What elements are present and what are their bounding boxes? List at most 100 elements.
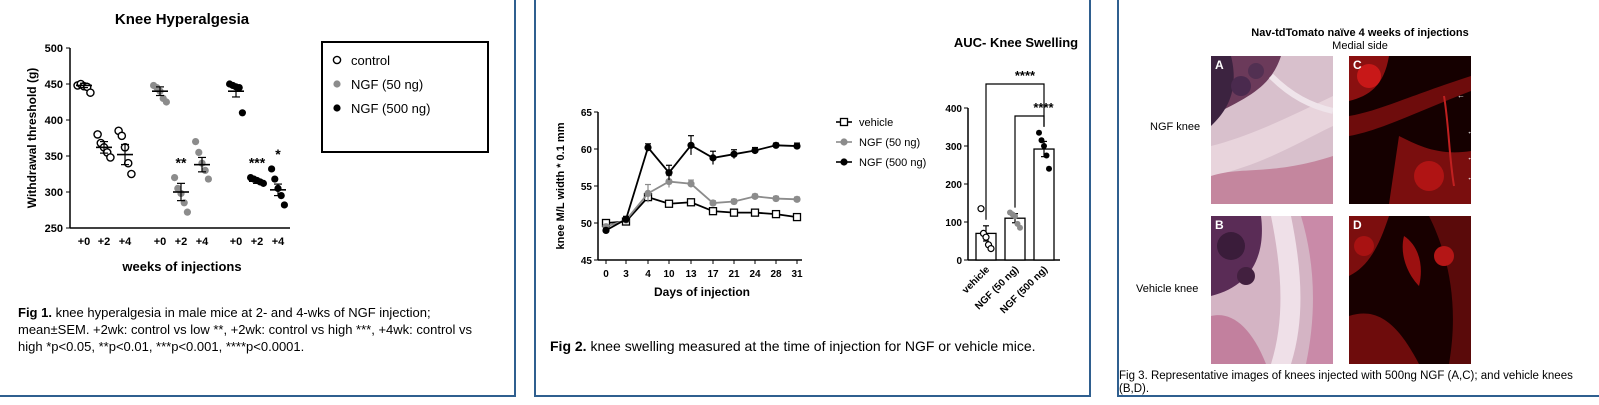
row-label-vehicle: Vehicle knee (1136, 283, 1199, 295)
data-point (192, 138, 200, 146)
x-tick-label: 24 (749, 269, 761, 280)
data-point (204, 175, 212, 183)
swelling-chart: 45 50 55 60 65 knee M/L width * 0.1 mm 0 3 4 10 13… (555, 35, 1078, 316)
data-point (709, 154, 717, 162)
micrograph-d: D (1349, 216, 1471, 364)
data-point (664, 199, 674, 208)
legend-label: NGF (50 ng) (351, 77, 423, 92)
x-axis-label: weeks of injections (121, 259, 241, 274)
significance-marker: **** (1015, 68, 1036, 83)
y-tick-label: 55 (581, 182, 593, 193)
data-point (644, 143, 652, 152)
fig3-title: Nav-tdTomato naïve 4 weeks of injections (1251, 27, 1469, 39)
y-tick-label: 50 (581, 219, 593, 230)
x-tick-label: +4 (196, 236, 209, 248)
panel-letter-d: D (1353, 218, 1362, 232)
y-tick-label: 500 (45, 43, 63, 55)
legend-marker (333, 104, 341, 112)
he-stain-image (1211, 216, 1333, 364)
significance-marker: ** (176, 155, 187, 171)
legend-label: vehicle (859, 117, 893, 129)
data-point (1038, 137, 1045, 144)
y-tick-label: 65 (581, 108, 593, 119)
data-point (171, 174, 179, 182)
data-point (687, 141, 695, 149)
micrograph-b: B (1211, 216, 1333, 364)
legend-marker (332, 55, 342, 65)
significance-marker: *** (249, 155, 266, 171)
legend-marker (333, 80, 341, 88)
chart-title: AUC- Knee Swelling (954, 35, 1078, 50)
x-tick-label: +4 (272, 236, 285, 248)
legend-label: control (351, 53, 390, 68)
y-tick-label: 400 (45, 115, 63, 127)
data-point (280, 201, 288, 209)
y-tick-label: 60 (581, 145, 593, 156)
data-point (730, 197, 738, 206)
x-tick-label: +0 (78, 236, 91, 248)
data-point (238, 109, 246, 117)
y-tick-label: 45 (581, 256, 593, 267)
series-line (605, 180, 798, 228)
data-point (1017, 224, 1023, 231)
x-tick-label: 31 (791, 269, 803, 280)
y-axis-label: Withdrawal threshold (g) (25, 68, 39, 209)
data-point (686, 198, 696, 207)
panel-letter-a: A (1215, 58, 1224, 72)
data-point (977, 205, 985, 213)
significance-marker: **** (1033, 100, 1054, 115)
fig3-caption: Fig 3. Representative images of knees in… (1119, 370, 1573, 395)
y-tick-label: 300 (945, 142, 962, 153)
legend-marker (839, 117, 849, 127)
x-tick-label: 4 (645, 269, 651, 280)
data-point (771, 209, 781, 219)
fig2-caption-label: Fig 2. (550, 338, 587, 354)
chart-title: Knee Hyperalgesia (115, 11, 250, 28)
fig1-panel: Knee Hyperalgesia 250 300 350 400 450 500 Withd… (0, 0, 516, 397)
he-stain-image (1211, 56, 1333, 204)
data-point (93, 130, 102, 139)
data-point (1036, 129, 1042, 136)
data-point (271, 175, 279, 183)
legend-marker (840, 138, 848, 146)
x-tick-label: 21 (728, 269, 740, 280)
data-point (751, 146, 759, 155)
y-axis-label: knee M/L width * 0.1 mm (555, 122, 567, 249)
fig2-caption: Fig 2. knee swelling measured at the tim… (550, 338, 1070, 355)
data-point (708, 207, 718, 216)
data-point (106, 153, 115, 162)
row-label-ngf: NGF knee (1150, 121, 1201, 133)
fig3-panel: Nav-tdTomato naïve 4 weeks of injections… (1117, 0, 1599, 397)
data-point (195, 148, 203, 156)
data-point (123, 158, 133, 168)
y-tick-label: 200 (945, 180, 962, 191)
y-tick-label: 250 (45, 223, 63, 235)
data-point (982, 233, 990, 241)
data-point (127, 169, 136, 179)
y-tick-label: 450 (45, 79, 63, 91)
svg-text:←: ← (1467, 127, 1471, 136)
svg-text:←: ← (1457, 91, 1465, 100)
panel-letter-c: C (1353, 58, 1362, 72)
data-point (644, 189, 652, 197)
data-point (751, 192, 759, 200)
svg-text:←: ← (1467, 173, 1471, 182)
data-point (772, 141, 780, 149)
data-point (687, 180, 695, 188)
data-point (793, 142, 801, 150)
data-point (183, 208, 191, 216)
legend-box (321, 41, 489, 153)
data-point (201, 166, 209, 174)
series-line (605, 144, 798, 232)
x-tick-label: +2 (98, 236, 111, 248)
hyperalgesia-chart: Knee Hyperalgesia 250 300 350 400 450 500 Withd… (25, 11, 489, 274)
significance-bracket (1014, 115, 1045, 208)
fig1-caption-text: knee hyperalgesia in male mice at 2- and… (18, 305, 473, 354)
data-point (602, 226, 610, 234)
data-point (730, 150, 738, 158)
data-point (665, 177, 673, 186)
data-point (792, 212, 802, 222)
bar (1033, 148, 1055, 261)
y-tick-label: 300 (45, 187, 63, 199)
data-point (117, 131, 127, 141)
